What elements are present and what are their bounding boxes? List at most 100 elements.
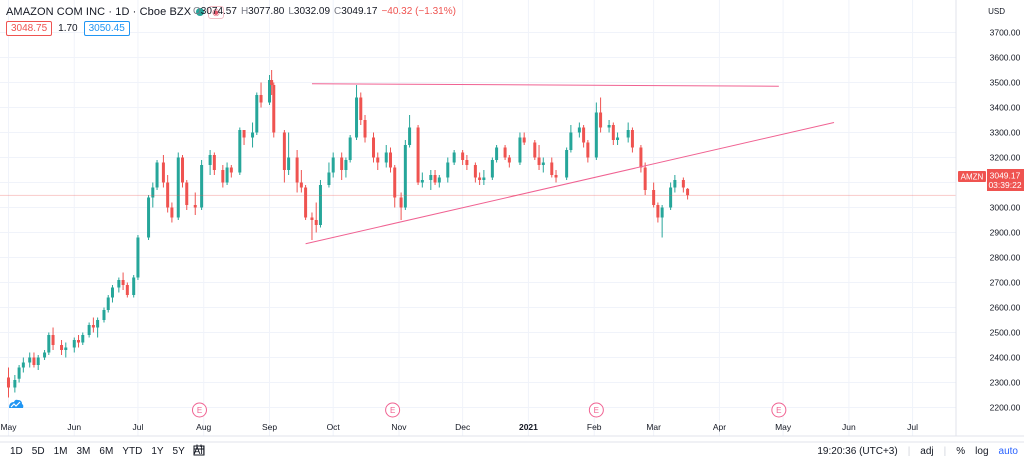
- grid-lines: [0, 0, 956, 436]
- bottom-right-controls: 19:20:36 (UTC+3) | adj | % log auto: [817, 446, 1018, 457]
- percent-toggle[interactable]: %: [956, 446, 966, 457]
- x-tick-label: Feb: [587, 422, 602, 432]
- eye-icon[interactable]: ◉: [208, 5, 224, 19]
- candle-body: [299, 182, 303, 188]
- candle-body: [340, 157, 344, 170]
- candle-body: [238, 130, 242, 173]
- candle-body: [102, 310, 106, 320]
- earnings-marker-label: E: [197, 406, 202, 415]
- candle-body: [420, 180, 424, 183]
- ohlc-open: O3074.57: [193, 6, 237, 17]
- clock-time[interactable]: 19:20:36 (UTC+3): [817, 446, 898, 457]
- candle-body: [537, 157, 541, 165]
- trendline[interactable]: [305, 122, 835, 245]
- range-button-1m[interactable]: 1M: [53, 446, 68, 457]
- candle-body: [465, 160, 469, 165]
- range-button-1y[interactable]: 1Y: [151, 446, 164, 457]
- candle-body: [518, 137, 522, 163]
- bottom-toolbar: 1D 5D 1M 3M 6M YTD 1Y 5Y All 19:20:36 (UTC+3) | …: [0, 442, 1024, 461]
- candle-body: [304, 187, 308, 218]
- range-button-all[interactable]: All: [193, 446, 205, 457]
- last-symbol-box: [958, 171, 986, 182]
- candle-body: [533, 142, 537, 158]
- y-tick-label: 3400.00: [990, 103, 1021, 113]
- candle-body: [170, 207, 174, 218]
- candle-body: [616, 137, 620, 140]
- last-price-tag: AMZN 3049.17 03:39:22: [958, 169, 1024, 191]
- bid-price-box[interactable]: 3048.75: [6, 21, 53, 36]
- divider: |: [943, 446, 947, 457]
- candle-body: [384, 152, 388, 163]
- candle-body: [461, 152, 465, 160]
- range-button-5d[interactable]: 5D: [31, 446, 45, 457]
- tradingview-logo-icon[interactable]: [8, 398, 24, 410]
- candle-body: [77, 340, 81, 343]
- ohlc-close: C3049.17: [334, 6, 378, 17]
- candle-body: [161, 162, 165, 183]
- candle-body: [437, 177, 441, 183]
- auto-scale-toggle[interactable]: auto: [998, 446, 1018, 457]
- candle-body: [81, 335, 85, 343]
- trendline[interactable]: [311, 83, 779, 87]
- earnings-marker[interactable]: [771, 402, 787, 418]
- candles: [6, 70, 690, 398]
- countdown: 03:39:22: [988, 180, 1021, 190]
- y-tick-label: 2800.00: [990, 253, 1021, 263]
- trendlines[interactable]: [305, 83, 835, 245]
- candle-body: [344, 160, 348, 170]
- y-tick-label: 3500.00: [990, 78, 1021, 88]
- candle-body: [43, 352, 47, 358]
- candle-body: [255, 95, 259, 133]
- range-button-1d[interactable]: 1D: [10, 446, 23, 457]
- time-axis[interactable]: May Jun Jul Aug Sep Oct Nov Dec 2021 Feb Mar Apr May…: [0, 422, 1024, 443]
- x-tick-label: Dec: [455, 422, 471, 432]
- candle-body: [433, 175, 437, 183]
- candle-body: [6, 377, 10, 388]
- candle-body: [478, 177, 482, 180]
- candle-body: [225, 167, 229, 183]
- calendar-icon[interactable]: [193, 444, 205, 456]
- range-button-3m[interactable]: 3M: [76, 446, 91, 457]
- candle-body: [64, 347, 68, 350]
- x-tick-label: Jul: [907, 422, 918, 432]
- x-tick-label: Mar: [646, 422, 661, 432]
- candle-body: [372, 137, 376, 158]
- candle-body: [72, 340, 76, 348]
- price-axis[interactable]: 2200.00 2300.00 2400.00 2500.00 2600.00 2700.…: [955, 0, 1021, 436]
- candle-body: [21, 362, 25, 368]
- log-toggle[interactable]: log: [975, 446, 989, 457]
- last-symbol: AMZN: [961, 173, 984, 182]
- earnings-marker[interactable]: [588, 402, 604, 418]
- earnings-marker[interactable]: [191, 402, 207, 418]
- earnings-marker[interactable]: [385, 402, 401, 418]
- symbol-title[interactable]: AMAZON COM INC · 1D · Cboe BZX: [6, 6, 192, 18]
- candle-body: [121, 280, 125, 285]
- candle-body: [399, 197, 403, 208]
- candle-body: [626, 130, 630, 138]
- range-button-ytd[interactable]: YTD: [122, 446, 143, 457]
- y-tick-label: 3200.00: [990, 153, 1021, 163]
- candle-body: [388, 152, 392, 168]
- ask-price-box[interactable]: 3050.45: [83, 21, 130, 36]
- candle-body: [503, 147, 507, 158]
- y-tick-label: 2900.00: [990, 228, 1021, 238]
- y-tick-label: 3300.00: [990, 128, 1021, 138]
- candle-body: [550, 162, 554, 175]
- range-button-5y[interactable]: 5Y: [172, 446, 185, 457]
- candle-body: [176, 157, 180, 218]
- x-tick-label: Oct: [327, 422, 341, 432]
- range-button-6m[interactable]: 6M: [99, 446, 114, 457]
- candle-body: [287, 157, 291, 170]
- candle-body: [282, 132, 286, 170]
- candle-body: [106, 297, 110, 310]
- adj-toggle[interactable]: adj: [920, 446, 934, 457]
- candle-body: [151, 187, 155, 198]
- x-tick-label: Jun: [67, 422, 81, 432]
- candle-body: [295, 157, 299, 183]
- candle-body: [482, 177, 486, 180]
- candle-body: [96, 320, 100, 328]
- candle-body: [229, 167, 233, 173]
- x-tick-label: Apr: [713, 422, 726, 432]
